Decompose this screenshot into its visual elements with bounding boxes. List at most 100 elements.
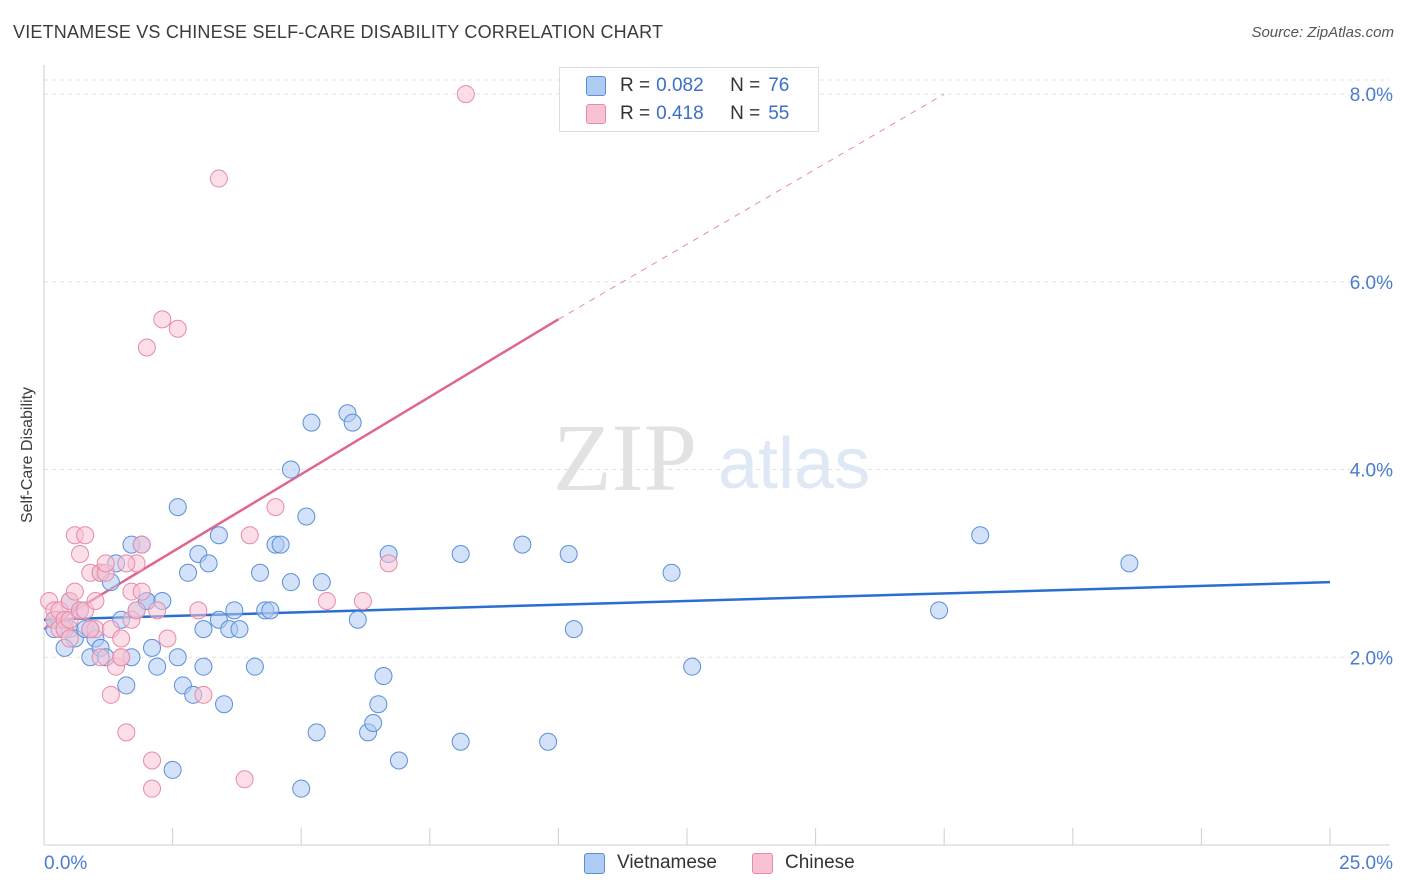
correlation-legend: R = 0.082 N = 76 R = 0.418 N = 55: [559, 67, 819, 132]
vietnamese-point: [261, 601, 280, 620]
vietnamese-swatch: [586, 76, 606, 96]
chinese-r-value: 0.418: [656, 103, 704, 124]
y-tick-label: 2.0%: [1350, 648, 1393, 669]
vietnamese-point: [364, 713, 383, 732]
chinese-point: [317, 591, 336, 610]
vietnamese-point: [513, 535, 532, 554]
chinese-point: [91, 648, 110, 667]
trend-lines: [43, 93, 1331, 631]
vietnamese-legend-swatch: [584, 852, 605, 874]
r-label: R =: [620, 103, 651, 124]
chinese-trend-extension: [558, 93, 945, 320]
chinese-swatch: [586, 104, 606, 124]
chinese-point: [158, 629, 177, 648]
vietnamese-r-value: 0.082: [656, 75, 704, 96]
chinese-point: [266, 498, 285, 517]
chinese-point: [112, 629, 131, 648]
vietnamese-n-value: 76: [768, 75, 790, 96]
vietnamese-point: [245, 657, 264, 676]
vietnamese-point: [559, 545, 578, 564]
vietnamese-point: [312, 573, 331, 592]
n-label: N =: [730, 75, 761, 96]
vietnamese-point: [281, 573, 300, 592]
vietnamese-legend-label: Vietnamese: [617, 852, 717, 873]
chinese-point: [127, 601, 146, 620]
vietnamese-point: [194, 657, 213, 676]
chinese-point: [132, 535, 151, 554]
vietnamese-point: [369, 695, 388, 714]
vietnamese-point: [163, 760, 182, 779]
tick-labels: 2.0% 4.0% 6.0% 8.0% 0.0% 25.0%: [44, 85, 1393, 874]
chinese-point: [168, 319, 187, 338]
vietnamese-point: [199, 554, 218, 573]
chinese-point: [194, 685, 213, 704]
n-label: N =: [730, 103, 761, 124]
vietnamese-point: [251, 563, 270, 582]
vietnamese-point: [194, 620, 213, 639]
legend-item-chinese: Chinese: [752, 852, 855, 874]
vietnamese-point: [297, 507, 316, 526]
chinese-point: [143, 751, 162, 770]
vietnamese-point: [292, 779, 311, 798]
chinese-legend-swatch: [752, 852, 773, 874]
vietnamese-point: [451, 545, 470, 564]
chinese-point: [112, 648, 131, 667]
chinese-point: [65, 582, 84, 601]
vietnamese-point: [348, 610, 367, 629]
chinese-trend-line: [43, 318, 560, 631]
vietnamese-point: [230, 620, 249, 639]
vietnamese-point: [343, 413, 362, 432]
r-label: R =: [620, 75, 651, 96]
chinese-point: [209, 169, 228, 188]
vietnamese-point: [215, 695, 234, 714]
chinese-point: [101, 685, 120, 704]
vietnamese-point: [168, 498, 187, 517]
y-tick-label: 8.0%: [1350, 85, 1393, 106]
x-tick-label: 25.0%: [1339, 853, 1393, 874]
chinese-n-value: 55: [768, 103, 790, 124]
watermark-zip: ZIP: [553, 404, 697, 511]
chinese-point: [235, 770, 254, 789]
chinese-point: [143, 779, 162, 798]
vietnamese-point: [930, 601, 949, 620]
vietnamese-point: [209, 526, 228, 545]
chart-title: VIETNAMESE VS CHINESE SELF-CARE DISABILI…: [13, 22, 664, 42]
chinese-point: [353, 591, 372, 610]
vietnamese-point: [374, 667, 393, 686]
vietnamese-point: [302, 413, 321, 432]
chinese-point: [76, 526, 95, 545]
chinese-point: [60, 629, 79, 648]
chinese-point: [148, 601, 167, 620]
y-tick-label: 6.0%: [1350, 273, 1393, 294]
chinese-point: [137, 338, 156, 357]
vietnamese-point: [281, 460, 300, 479]
vietnamese-point: [389, 751, 408, 770]
vietnamese-point: [971, 526, 990, 545]
vietnamese-point: [539, 732, 558, 751]
chinese-point: [117, 554, 136, 573]
vietnamese-point: [148, 657, 167, 676]
chinese-point: [153, 310, 172, 329]
vietnamese-point: [225, 601, 244, 620]
chinese-legend-label: Chinese: [785, 852, 855, 873]
vietnamese-point: [168, 648, 187, 667]
chinese-point: [71, 545, 90, 564]
vietnamese-point: [143, 638, 162, 657]
x-tick-label: 0.0%: [44, 853, 87, 874]
series-legend: Vietnamese Chinese: [0, 852, 1406, 876]
chinese-point: [379, 554, 398, 573]
legend-row-vietnamese: R = 0.082 N = 76: [586, 74, 789, 98]
source-credit: Source: ZipAtlas.com: [1251, 24, 1394, 41]
chinese-point: [81, 620, 100, 639]
chinese-point: [117, 723, 136, 742]
vietnamese-point: [117, 676, 136, 695]
vietnamese-point: [271, 535, 290, 554]
chinese-point: [96, 554, 115, 573]
grid-lines: [44, 79, 1390, 658]
legend-item-vietnamese: Vietnamese: [584, 852, 717, 874]
legend-row-chinese: R = 0.418 N = 55: [586, 102, 789, 126]
watermark-atlas: atlas: [718, 424, 870, 504]
y-tick-label: 4.0%: [1350, 461, 1393, 482]
vietnamese-point: [179, 563, 198, 582]
